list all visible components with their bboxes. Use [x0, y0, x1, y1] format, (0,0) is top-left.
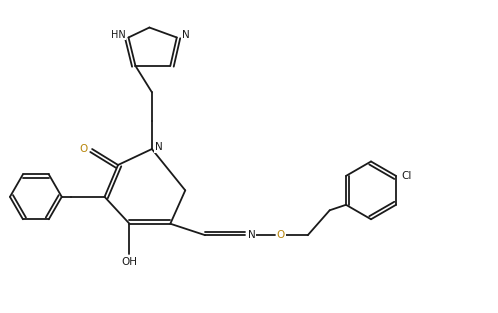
Text: N: N — [182, 30, 190, 40]
Text: O: O — [79, 144, 87, 154]
Text: N: N — [248, 230, 256, 240]
Text: OH: OH — [122, 257, 137, 267]
Text: HN: HN — [111, 30, 126, 40]
Text: O: O — [277, 230, 285, 240]
Text: N: N — [155, 142, 163, 152]
Text: Cl: Cl — [402, 171, 412, 181]
